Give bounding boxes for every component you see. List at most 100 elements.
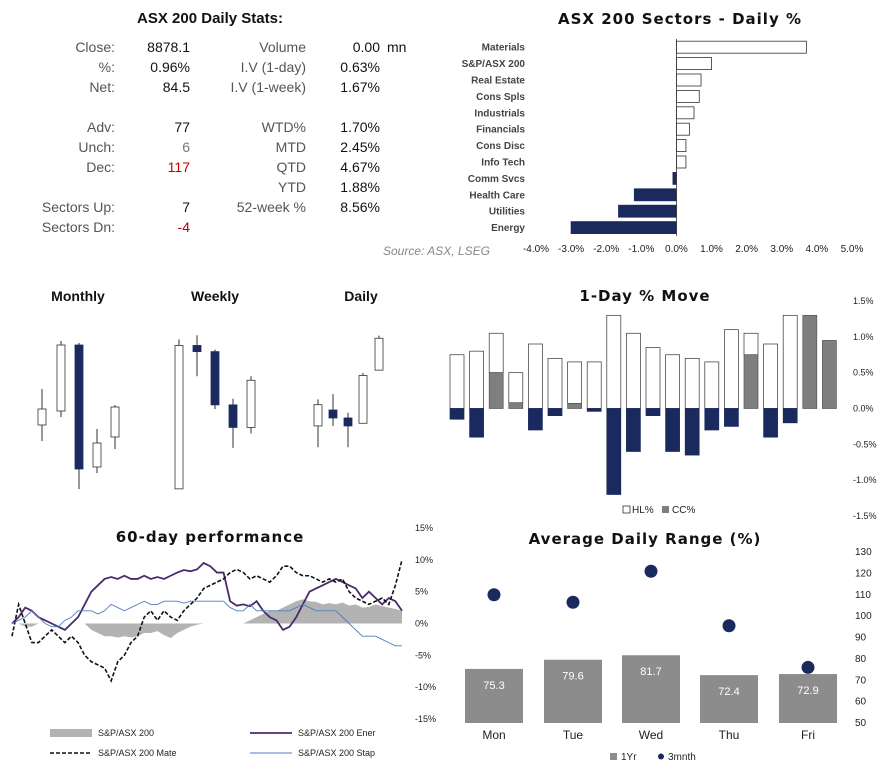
- cc-bar: [684, 408, 700, 456]
- cc-bar: [567, 403, 582, 409]
- perf-chart-title: 60-day performance: [115, 528, 305, 546]
- hl-bar: [449, 354, 465, 409]
- hl-bar: [508, 372, 524, 404]
- stat-value: 6: [182, 139, 190, 155]
- candle-body: [374, 337, 384, 371]
- cc-bar: [606, 408, 622, 495]
- y-tick-label: -5%: [415, 650, 431, 660]
- stat-value: 1.70%: [340, 119, 380, 135]
- cc-bar: [782, 408, 798, 424]
- sector-label: Utilities: [489, 207, 526, 218]
- hl-bar: [763, 343, 778, 409]
- sectors-chart: Materials S&P/ASX 200 Real Estate Cons Spls…: [462, 39, 864, 255]
- candle-body: [210, 351, 220, 406]
- y-tick-label: 80: [855, 654, 867, 665]
- stat-value: 8.56%: [340, 199, 380, 215]
- source-note: Source: ASX, LSEG: [383, 244, 490, 258]
- stat-label: Sectors Dn:: [41, 219, 115, 235]
- stat-label: Unch:: [78, 139, 115, 155]
- candle-panel-title: Weekly: [191, 288, 239, 304]
- y-tick-label: 60: [855, 697, 867, 708]
- stat-value: 0.96%: [150, 59, 190, 75]
- x-tick-label: -1.0%: [628, 244, 654, 255]
- legend-label-3mnth: 3mnth: [668, 752, 696, 763]
- legend-label-1yr: 1Yr: [621, 752, 637, 763]
- y-tick-label: -0.5%: [853, 439, 877, 449]
- stats-title: ASX 200 Daily Stats:: [137, 10, 283, 27]
- sector-bar: [570, 221, 677, 235]
- cc-bar: [724, 408, 739, 427]
- y-tick-label: 0%: [415, 619, 428, 629]
- range-bar: [779, 674, 837, 723]
- candle-body: [228, 404, 238, 428]
- stat-label: Net:: [89, 79, 115, 95]
- range-chart: 130 120 110 100 90 80 70 60 50 75.3 Mon 79.6 Tue 81.7…: [465, 547, 872, 763]
- legend-swatch-1yr: [610, 753, 617, 760]
- range-bar-label: 81.7: [640, 666, 661, 678]
- sector-label: Cons Spls: [476, 92, 525, 103]
- range-dot: [487, 588, 501, 602]
- sector-bar: [676, 40, 807, 54]
- y-tick-label: 5%: [415, 587, 428, 597]
- stat-value: -4: [177, 219, 190, 235]
- range-dot: [644, 564, 658, 578]
- range-bar: [465, 668, 523, 723]
- x-tick-label: 5.0%: [841, 244, 864, 255]
- hl-bar: [665, 354, 680, 409]
- stat-label: Sectors Up:: [41, 199, 115, 215]
- line-thin: [11, 600, 402, 647]
- candle-body: [92, 442, 102, 468]
- candle-panel-title: Daily: [344, 288, 378, 304]
- cc-bar: [645, 408, 661, 417]
- hl-bar: [782, 314, 798, 409]
- sector-bar: [672, 171, 677, 185]
- legend-swatch: [50, 729, 92, 737]
- cc-bar: [449, 408, 465, 420]
- range-dot: [722, 619, 736, 633]
- stat-value: 8878.1: [147, 39, 190, 55]
- candle-body: [246, 379, 256, 428]
- stat-label: I.V (1-day): [240, 59, 306, 75]
- candle-body: [328, 409, 338, 419]
- x-tick-label: 1.0%: [700, 244, 723, 255]
- x-tick-label: -4.0%: [523, 244, 549, 255]
- legend-label: S&P/ASX 200 Mate: [98, 748, 177, 758]
- hl-bar: [567, 361, 582, 404]
- move-chart-title: 1-Day % Move: [579, 287, 711, 305]
- y-tick-label: 130: [855, 547, 872, 558]
- y-tick-label: 120: [855, 568, 872, 579]
- stat-label: WTD%: [261, 119, 306, 135]
- x-tick-label: -3.0%: [558, 244, 584, 255]
- x-tick-label: 0.0%: [665, 244, 688, 255]
- y-tick-label: 10%: [415, 555, 433, 565]
- candle-body: [192, 345, 202, 353]
- stat-value: 0.00: [352, 39, 380, 55]
- y-tick-label: 15%: [415, 523, 433, 533]
- sector-label: Energy: [491, 223, 525, 234]
- sector-label: Materials: [482, 43, 526, 54]
- candlestick-chart: Monthly Weekly Daily: [37, 288, 384, 490]
- stat-value: 4.67%: [340, 159, 380, 175]
- range-bar: [622, 655, 680, 723]
- y-tick-label: 1.0%: [853, 332, 874, 342]
- hl-bar: [743, 332, 759, 356]
- candle-body: [110, 406, 120, 438]
- sector-label: Cons Disc: [476, 141, 525, 152]
- legend-label-hl: HL%: [632, 505, 654, 516]
- stat-label: YTD: [278, 179, 306, 195]
- y-tick-label: 100: [855, 611, 872, 622]
- legend-label: S&P/ASX 200 Stap: [298, 748, 375, 758]
- cc-bar: [469, 408, 484, 438]
- range-dot: [566, 595, 580, 609]
- sector-label: Financials: [476, 125, 525, 136]
- cc-bar: [743, 354, 759, 409]
- candle-body: [56, 344, 66, 412]
- x-tick-label: Fri: [801, 728, 815, 742]
- hl-bar: [488, 332, 504, 374]
- stat-unit: mn: [387, 39, 407, 55]
- cc-bar: [665, 408, 680, 452]
- sector-bar: [676, 90, 700, 103]
- cc-bar: [822, 340, 837, 409]
- stat-value: 1.67%: [340, 79, 380, 95]
- stat-value: 2.45%: [340, 139, 380, 155]
